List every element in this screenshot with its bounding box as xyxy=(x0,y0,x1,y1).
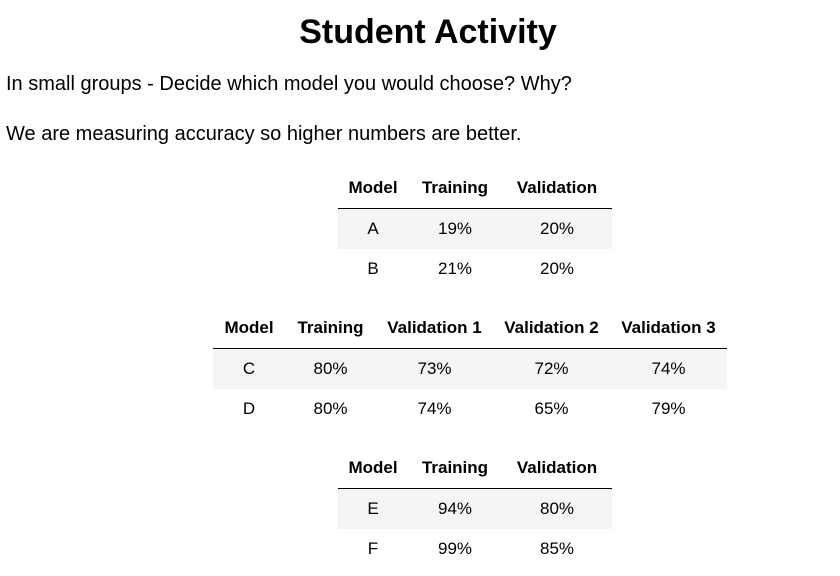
header-cell: Model xyxy=(338,448,408,489)
table-cell: C xyxy=(213,348,285,389)
table-cell: 21% xyxy=(437,259,473,278)
header-cell: Validation 2 xyxy=(493,308,610,349)
table-row: C 80% 73% 72% 74% xyxy=(213,348,727,389)
table-cell: 72% xyxy=(493,348,610,389)
table-cell: 85% xyxy=(539,539,575,558)
table-cell: A xyxy=(338,208,408,249)
table-cell: F xyxy=(367,539,379,558)
model-table-ab: Model Training Validation A 19% 20% B 21… xyxy=(338,168,612,289)
page-title: Student Activity xyxy=(299,13,557,51)
header-cell: Validation 3 xyxy=(610,308,727,349)
table-cell: 20% xyxy=(539,259,575,278)
table-header-row: Model Training Validation xyxy=(338,448,612,489)
instruction-text: In small groups - Decide which model you… xyxy=(6,73,572,95)
table-header-row: Model Training Validation xyxy=(338,168,612,209)
table-cell: 20% xyxy=(502,208,612,249)
table-row: F 99% 85% xyxy=(338,529,612,569)
table-cell: 65% xyxy=(534,399,569,418)
header-cell: Training xyxy=(408,168,502,209)
model-table-cd: Model Training Validation 1 Validation 2… xyxy=(213,308,727,429)
table-cell: 99% xyxy=(437,539,473,558)
table-cell: 80% xyxy=(502,488,612,529)
header-cell: Validation xyxy=(502,448,612,489)
header-cell: Validation 1 xyxy=(376,308,493,349)
table-row: D 80% 74% 65% 79% xyxy=(213,389,727,429)
table-header-row: Model Training Validation 1 Validation 2… xyxy=(213,308,727,349)
table-cell: D xyxy=(242,399,256,418)
table-cell: 80% xyxy=(285,348,376,389)
model-table-ef: Model Training Validation E 94% 80% F 99… xyxy=(338,448,612,569)
header-cell: Validation xyxy=(502,168,612,209)
table-cell: 19% xyxy=(408,208,502,249)
header-cell: Model xyxy=(213,308,285,349)
table-cell: 74% xyxy=(610,348,727,389)
table-row: B 21% 20% xyxy=(338,249,612,289)
accuracy-note-text: We are measuring accuracy so higher numb… xyxy=(6,123,522,145)
table-row: A 19% 20% xyxy=(338,208,612,249)
header-cell: Training xyxy=(285,308,376,349)
table-row: E 94% 80% xyxy=(338,488,612,529)
table-cell: 74% xyxy=(417,399,452,418)
header-cell: Model xyxy=(338,168,408,209)
table-cell: 94% xyxy=(408,488,502,529)
table-cell: B xyxy=(367,259,379,278)
header-cell: Training xyxy=(408,448,502,489)
table-cell: 79% xyxy=(651,399,686,418)
table-cell: 80% xyxy=(313,399,348,418)
table-cell: E xyxy=(338,488,408,529)
table-cell: 73% xyxy=(376,348,493,389)
